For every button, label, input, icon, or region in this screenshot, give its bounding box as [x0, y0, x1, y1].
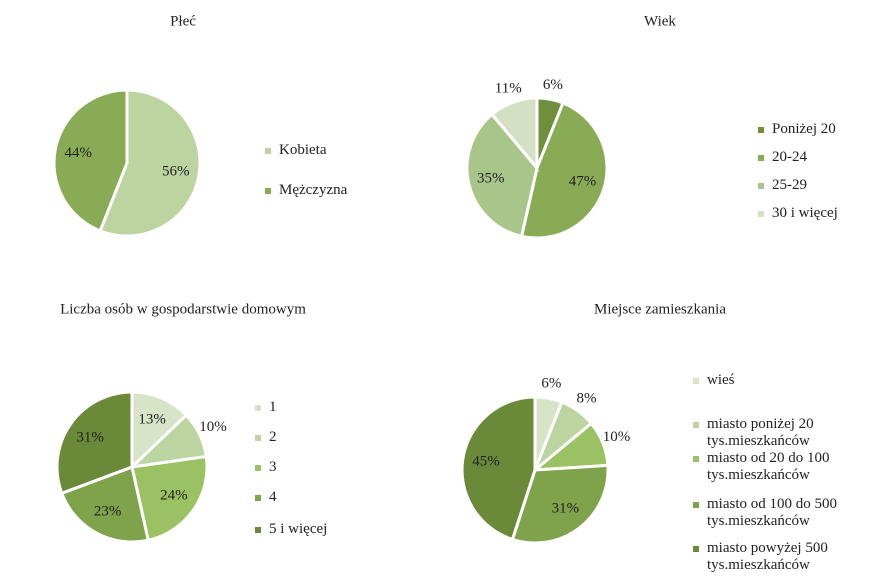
- data-label: 13%: [138, 412, 166, 428]
- legend-marker: [265, 148, 271, 154]
- legend-entry: 1: [255, 399, 389, 416]
- legend-entry: 30 i więcej: [758, 205, 880, 222]
- legend-label: miasto od 100 do 500 tys.mieszkańców: [707, 496, 837, 529]
- pie-slice: [465, 112, 539, 239]
- legend-label: 1: [269, 399, 277, 415]
- legend-marker: [693, 546, 699, 552]
- legend-entry: Mężczyzna: [265, 182, 419, 199]
- legend-marker: [758, 211, 764, 217]
- data-label: 47%: [569, 174, 597, 190]
- legend-entry: miasto od 20 do 100 tys.mieszkańców: [693, 450, 880, 484]
- legend-label: 3: [269, 459, 277, 475]
- legend-marker: [255, 495, 261, 501]
- data-label: 31%: [552, 501, 580, 517]
- chart-title: Wiek: [644, 13, 676, 29]
- pie-slice: [460, 395, 537, 542]
- data-label: 24%: [160, 488, 188, 504]
- data-label: 31%: [76, 429, 104, 445]
- legend-label: 4: [269, 489, 277, 505]
- legend-entry: miasto powyżej 500 tys.mieszkańców: [693, 540, 880, 574]
- pie-slice: [130, 454, 209, 543]
- data-label: 6%: [543, 77, 563, 93]
- legend-label: miasto powyżej 500 tys.mieszkańców: [707, 540, 828, 573]
- pie-slice: [519, 101, 609, 240]
- pie-slice: [510, 463, 610, 545]
- legend-entry: Poniżej 20: [758, 121, 880, 138]
- legend-entry: 2: [255, 429, 389, 446]
- data-label: 8%: [576, 391, 596, 407]
- legend-entry: wieś: [693, 372, 880, 389]
- legend-marker: [758, 183, 764, 189]
- legend-marker: [255, 465, 261, 471]
- legend-entry: 25-29: [758, 177, 880, 194]
- legend-label: miasto poniżej 20 tys.mieszkańców: [707, 416, 814, 449]
- data-label: 10%: [199, 419, 227, 435]
- chart-title: Płeć: [170, 13, 196, 29]
- chart-title: Miejsce zamieszkania: [594, 301, 726, 317]
- legend-entry: miasto poniżej 20 tys.mieszkańców: [693, 416, 880, 450]
- data-label: 56%: [162, 164, 190, 180]
- legend-label: 25-29: [772, 177, 807, 193]
- legend-marker: [758, 127, 764, 133]
- data-label: 10%: [603, 429, 631, 445]
- legend-marker: [265, 188, 271, 194]
- pie-slice: [489, 96, 539, 173]
- pie-slice: [52, 88, 129, 233]
- data-label: 44%: [64, 145, 92, 161]
- legend-marker: [693, 422, 699, 428]
- legend-label: miasto od 20 do 100 tys.mieszkańców: [707, 450, 830, 483]
- pie-slice: [55, 390, 134, 496]
- data-label: 35%: [477, 171, 505, 187]
- legend-marker: [255, 435, 261, 441]
- pie-slice: [98, 88, 202, 238]
- legend-marker: [255, 527, 261, 533]
- legend-entry: 3: [255, 459, 389, 476]
- data-label: 6%: [541, 375, 561, 391]
- legend-entry: miasto od 100 do 500 tys.mieszkańców: [693, 496, 880, 530]
- legend-marker: [693, 456, 699, 462]
- chart-title: Liczba osób w gospodarstwie domowym: [60, 301, 306, 317]
- legend-label: 5 i więcej: [269, 521, 328, 537]
- legend-marker: [758, 155, 764, 161]
- legend-marker: [255, 405, 261, 411]
- legend-label: Poniżej 20: [772, 121, 836, 137]
- data-label: 23%: [94, 503, 122, 519]
- legend-marker: [693, 378, 699, 384]
- legend-entry: 20-24: [758, 149, 880, 166]
- legend-entry: Kobieta: [265, 142, 419, 159]
- legend-label: wieś: [707, 372, 735, 388]
- legend-label: Kobieta: [279, 142, 327, 158]
- legend-label: 20-24: [772, 149, 807, 165]
- data-label: 11%: [495, 81, 522, 97]
- legend-label: 2: [269, 429, 277, 445]
- legend-label: 30 i więcej: [772, 205, 838, 221]
- legend-entry: 5 i więcej: [255, 521, 389, 538]
- legend-marker: [693, 502, 699, 508]
- data-label: 45%: [472, 454, 500, 470]
- legend-label: Mężczyzna: [279, 182, 348, 198]
- legend-entry: 4: [255, 489, 389, 506]
